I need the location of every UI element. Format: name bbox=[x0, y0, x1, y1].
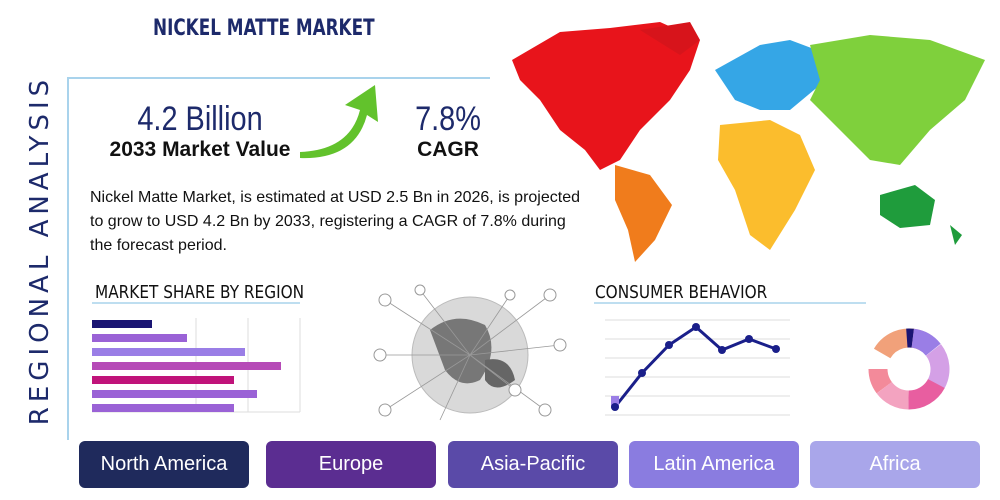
section-title: CONSUMER BEHAVIOR bbox=[595, 282, 768, 303]
region-button[interactable]: Africa bbox=[810, 441, 980, 488]
frame-line bbox=[67, 77, 490, 440]
bar-graphic bbox=[92, 318, 301, 413]
stat-label: 2033 Market Value bbox=[109, 138, 291, 161]
stat-label: CAGR bbox=[417, 138, 479, 161]
region-button[interactable]: North America bbox=[79, 441, 249, 488]
line-graphic bbox=[605, 319, 790, 416]
stat-value: 7.8% bbox=[415, 100, 481, 138]
growth-arrow bbox=[300, 85, 378, 159]
region-button[interactable]: Latin America bbox=[629, 441, 799, 488]
description: Nickel Matte Market, is estimated at USD… bbox=[90, 189, 580, 254]
side-label: REGIONAL ANALYSIS bbox=[25, 74, 55, 426]
section-title: MARKET SHARE BY REGION bbox=[95, 282, 305, 303]
globe-network bbox=[373, 284, 567, 421]
region-button[interactable]: Europe bbox=[266, 441, 436, 488]
page-title: NICKEL MATTE MARKET bbox=[153, 16, 375, 41]
donut-graphic bbox=[868, 328, 950, 410]
region-button[interactable]: Asia-Pacific bbox=[448, 441, 618, 488]
stat-value: 4.2 Billion bbox=[137, 100, 263, 138]
world-map bbox=[512, 22, 985, 262]
